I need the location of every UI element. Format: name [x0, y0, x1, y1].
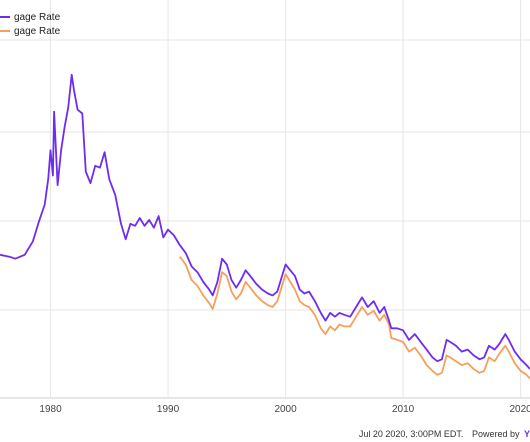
legend-item-1[interactable]: gage Rate [0, 12, 60, 23]
legend-item-2[interactable]: gage Rate [0, 26, 60, 37]
x-tick-label: 2000 [274, 404, 297, 415]
powered-by-label: Powered by [471, 429, 520, 439]
x-tick-label: 1980 [39, 404, 62, 415]
legend-label-2: gage Rate [14, 26, 61, 37]
legend-swatch-1 [0, 16, 10, 19]
chart-footer: Jul 20 2020, 3:00PM EDT. Powered by Y [359, 429, 530, 439]
x-tick-label: 2010 [392, 404, 415, 415]
legend-swatch-2 [0, 30, 10, 33]
series-line-1 [0, 73, 530, 370]
series-line-2 [179, 256, 530, 380]
timestamp: Jul 20 2020, 3:00PM EDT. [358, 429, 464, 439]
x-tick-label: 2020 [509, 404, 530, 415]
brand-logo[interactable]: Y [523, 429, 530, 439]
x-tick-label: 1990 [157, 404, 180, 415]
legend-label-1: gage Rate [14, 12, 61, 23]
